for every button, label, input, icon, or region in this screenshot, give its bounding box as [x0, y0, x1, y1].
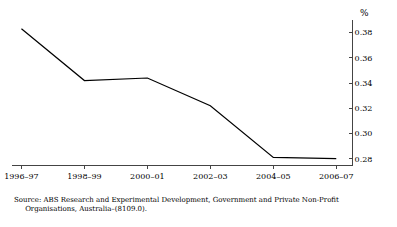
svg-text:0.36: 0.36 [355, 54, 373, 63]
svg-text:0.32: 0.32 [355, 104, 373, 113]
svg-text:2000–01: 2000–01 [130, 172, 165, 181]
svg-text:2002–03: 2002–03 [193, 172, 228, 181]
svg-text:0.34: 0.34 [355, 79, 373, 88]
svg-text:0.38: 0.38 [355, 28, 373, 37]
svg-text:0.28: 0.28 [355, 155, 373, 164]
svg-text:%: % [360, 8, 369, 18]
svg-text:0.30: 0.30 [355, 129, 373, 138]
svg-text:2006–07: 2006–07 [319, 172, 354, 181]
svg-text:2004–05: 2004–05 [256, 172, 291, 181]
svg-text:1996–97: 1996–97 [4, 172, 39, 181]
svg-text:Source: ABS Research and Exper: Source: ABS Research and Experimental De… [14, 196, 339, 213]
svg-text:1998–99: 1998–99 [67, 172, 102, 181]
